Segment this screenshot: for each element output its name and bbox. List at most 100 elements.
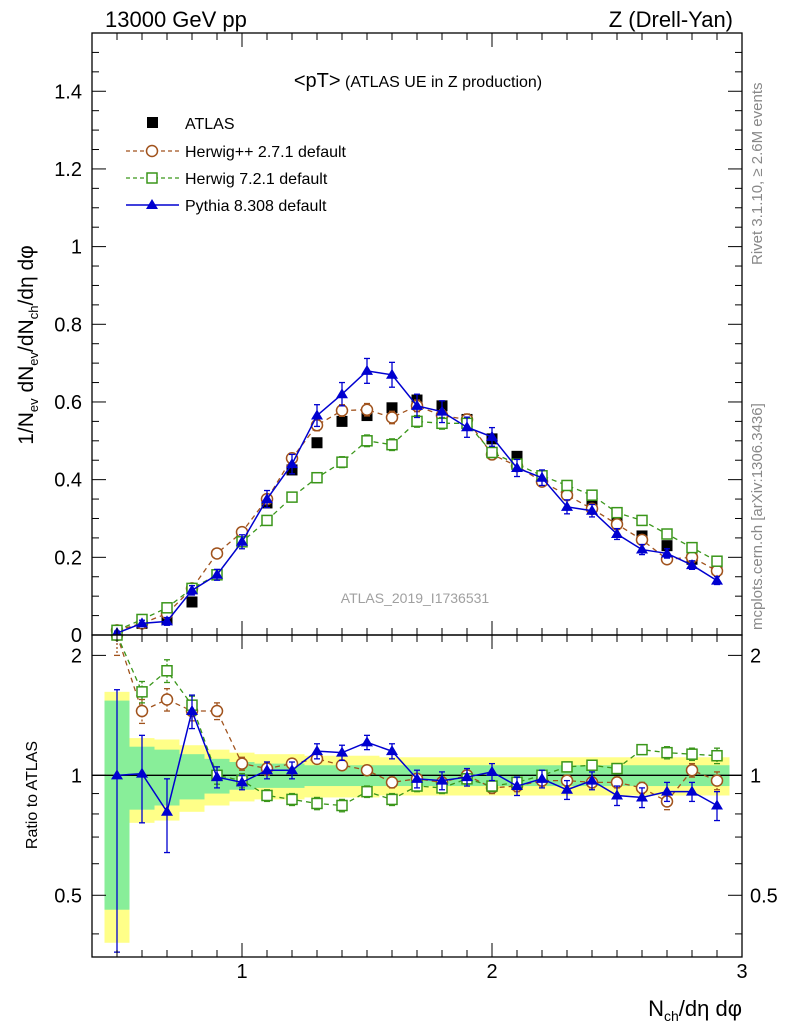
data-point <box>561 500 573 511</box>
ratio-point <box>636 743 648 756</box>
ratio-point <box>361 736 373 747</box>
y-tick-label: 1.2 <box>54 159 82 181</box>
ratio-point <box>161 665 173 677</box>
ratio-error-bar <box>664 746 670 760</box>
y-tick-label: 0.2 <box>54 547 82 569</box>
ratio-error-bar <box>689 747 695 762</box>
ratio-point <box>411 772 423 783</box>
ratio-point <box>511 780 523 791</box>
data-point <box>661 528 673 540</box>
y-tick-label: 0.6 <box>54 392 82 414</box>
ratio-point <box>561 761 573 773</box>
ratio-tick-label-right: 1 <box>750 765 761 787</box>
data-point <box>186 596 198 608</box>
data-point <box>661 540 673 552</box>
ratio-point <box>336 746 348 757</box>
data-point <box>211 568 223 579</box>
data-point <box>560 488 574 502</box>
x-tick-label: 2 <box>486 961 497 983</box>
ratio-point <box>386 745 398 756</box>
data-point <box>236 535 248 546</box>
ratio-error-bar <box>314 796 320 811</box>
main-panel-series <box>110 357 724 635</box>
rivet-label: Rivet 3.1.10, ≥ 2.6M events <box>749 83 766 266</box>
ratio-point <box>636 791 648 802</box>
data-point <box>161 602 173 614</box>
ratio-point <box>211 771 223 782</box>
ratio-error-bar <box>139 734 145 824</box>
data-point <box>386 402 398 414</box>
ratio-tick-label: 0.5 <box>54 885 82 907</box>
legend: ATLAS Herwig++ 2.7.1 default Herwig 7.2.… <box>126 116 347 215</box>
data-point <box>385 411 399 424</box>
ratio-tick-label: 2 <box>71 645 82 667</box>
data-point <box>210 547 224 560</box>
data-point <box>361 364 373 375</box>
data-point <box>136 617 148 628</box>
data-point <box>511 461 523 472</box>
header-process: Z (Drell-Yan) <box>609 7 733 32</box>
data-point <box>711 574 723 585</box>
legend-label-herwig7: Herwig 7.2.1 default <box>185 171 328 188</box>
ratio-point <box>311 797 323 810</box>
data-point <box>636 514 648 527</box>
ratio-point <box>386 793 398 806</box>
series-pythia-8-308-default <box>112 357 723 635</box>
data-point <box>586 504 598 515</box>
y-tick-label: 1 <box>71 237 82 259</box>
ratio-band-inner <box>179 754 205 800</box>
ratio-point <box>136 686 148 698</box>
data-point <box>586 489 598 501</box>
data-point <box>286 458 298 469</box>
data-point <box>186 584 198 595</box>
ratio-point <box>135 704 149 718</box>
data-point <box>511 450 523 462</box>
ratio-point <box>710 774 724 787</box>
data-point <box>611 528 623 539</box>
data-point <box>611 506 623 519</box>
data-point <box>661 547 673 558</box>
plot-title: <pT> (ATLAS UE in Z production) <box>294 70 542 92</box>
data-point <box>311 437 323 449</box>
ratio-point <box>235 757 249 770</box>
ratio-point <box>461 771 473 782</box>
data-point <box>336 456 348 468</box>
data-point <box>486 446 498 459</box>
x-tick-label: 3 <box>736 961 747 983</box>
data-point <box>686 559 698 570</box>
plot-title-main: <pT> <box>294 70 341 92</box>
mcplots-label: mcplots.cern.ch [arXiv:1306.3436] <box>749 403 766 630</box>
ratio-point <box>686 748 698 760</box>
ratio-point <box>335 758 349 772</box>
data-point <box>711 555 723 567</box>
legend-item-atlas: ATLAS <box>147 116 235 133</box>
y-tick-label: 0 <box>71 625 82 647</box>
ratio-point <box>336 799 348 812</box>
ratio-point <box>136 767 148 778</box>
legend-label-pythia: Pythia 8.308 default <box>185 198 327 215</box>
ratio-point <box>261 789 273 802</box>
ratio-point <box>611 789 623 800</box>
legend-item-herwig7: Herwig 7.2.1 default <box>126 171 328 188</box>
data-point <box>461 421 473 432</box>
ratio-tick-label: 1 <box>71 765 82 787</box>
data-point <box>411 399 423 410</box>
data-point <box>386 438 398 451</box>
ratio-point <box>711 799 723 810</box>
ratio-point <box>436 774 448 785</box>
y-tick-label: 1.4 <box>54 81 82 103</box>
ratio-point <box>561 783 573 794</box>
ratio-point <box>685 763 699 777</box>
data-point <box>636 543 648 554</box>
data-point <box>311 471 323 484</box>
legend-marker-pythia <box>146 199 158 209</box>
legend-item-herwigpp: Herwig++ 2.7.1 default <box>126 144 347 161</box>
ratio-error-bar <box>339 798 345 813</box>
legend-marker-herwig7 <box>146 172 158 184</box>
ratio-point <box>160 693 174 706</box>
ylabel-main: 1/Nev dNev/dNch/dη dφ <box>15 245 41 445</box>
ratio-point <box>486 765 498 776</box>
data-point <box>261 493 273 504</box>
data-point <box>261 514 273 527</box>
